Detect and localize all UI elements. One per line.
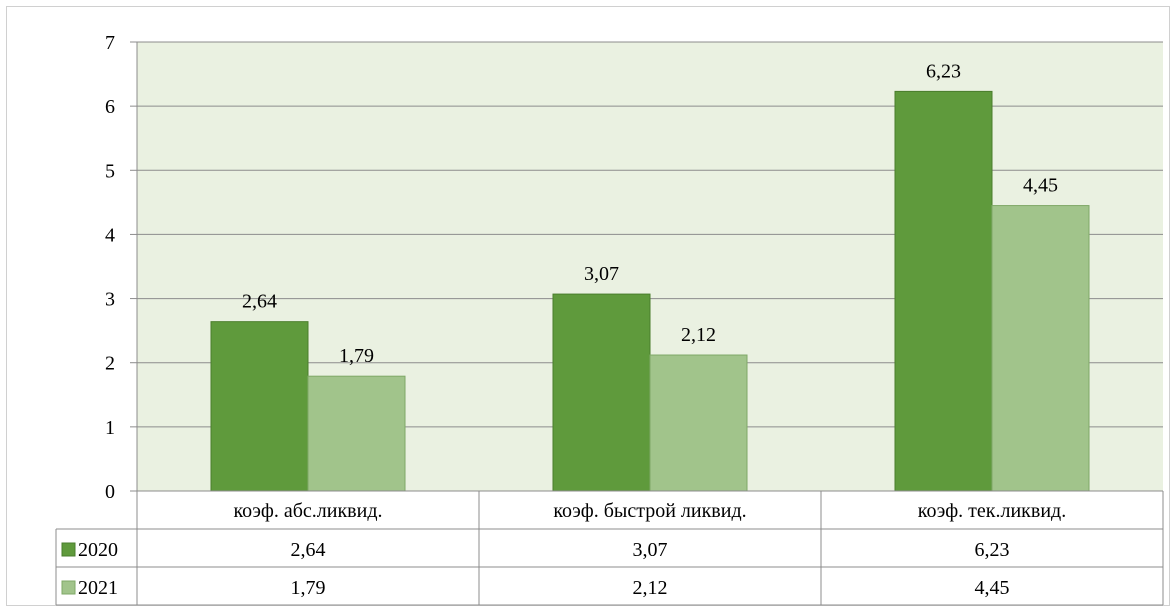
bar-2021-3 xyxy=(991,205,1090,492)
y-tick-label: 2 xyxy=(105,353,115,375)
y-tick-label: 5 xyxy=(105,160,115,182)
y-tick-label: 6 xyxy=(105,96,115,118)
data-label: 6,23 xyxy=(926,60,961,82)
category-label: коэф. тек.ликвид. xyxy=(918,500,1066,522)
y-tick-label: 4 xyxy=(105,224,115,246)
table-cell: 4,45 xyxy=(975,577,1010,599)
data-table: коэф. абс.ликвид. коэф. быстрой ликвид. ко… xyxy=(55,490,1164,606)
y-tick-label: 1 xyxy=(105,417,115,439)
table-cell: 2,64 xyxy=(291,539,326,561)
table-cell: 6,23 xyxy=(975,539,1010,561)
bars xyxy=(210,90,1090,492)
category-label: коэф. быстрой ликвид. xyxy=(553,500,746,522)
bar-2021-1 xyxy=(307,375,406,492)
y-axis-ticks: 0 1 2 3 4 5 6 7 xyxy=(105,32,137,503)
data-label: 3,07 xyxy=(584,263,619,285)
table-cell: 1,79 xyxy=(291,577,326,599)
legend-series-name: 2020 xyxy=(78,539,118,561)
data-label: 2,12 xyxy=(681,324,716,346)
data-label: 4,45 xyxy=(1023,175,1058,197)
bar-2020-1 xyxy=(210,321,309,492)
legend-swatch-2021 xyxy=(61,580,76,595)
bar-2021-2 xyxy=(649,354,748,492)
bar-2020-2 xyxy=(552,293,651,492)
data-labels: 2,64 1,79 3,07 2,12 6,23 4,45 xyxy=(242,60,1058,367)
bar-2020-3 xyxy=(894,90,993,492)
data-label: 2,64 xyxy=(242,291,277,313)
category-label: коэф. абс.ликвид. xyxy=(233,500,382,522)
y-tick-label: 3 xyxy=(105,289,115,311)
data-label: 1,79 xyxy=(339,345,374,367)
y-tick-label: 0 xyxy=(105,481,115,503)
legend-swatch-2020 xyxy=(61,542,76,557)
legend-series-name: 2021 xyxy=(78,577,118,599)
table-cell: 3,07 xyxy=(633,539,668,561)
table-cell: 2,12 xyxy=(633,577,668,599)
y-tick-label: 7 xyxy=(105,32,115,54)
